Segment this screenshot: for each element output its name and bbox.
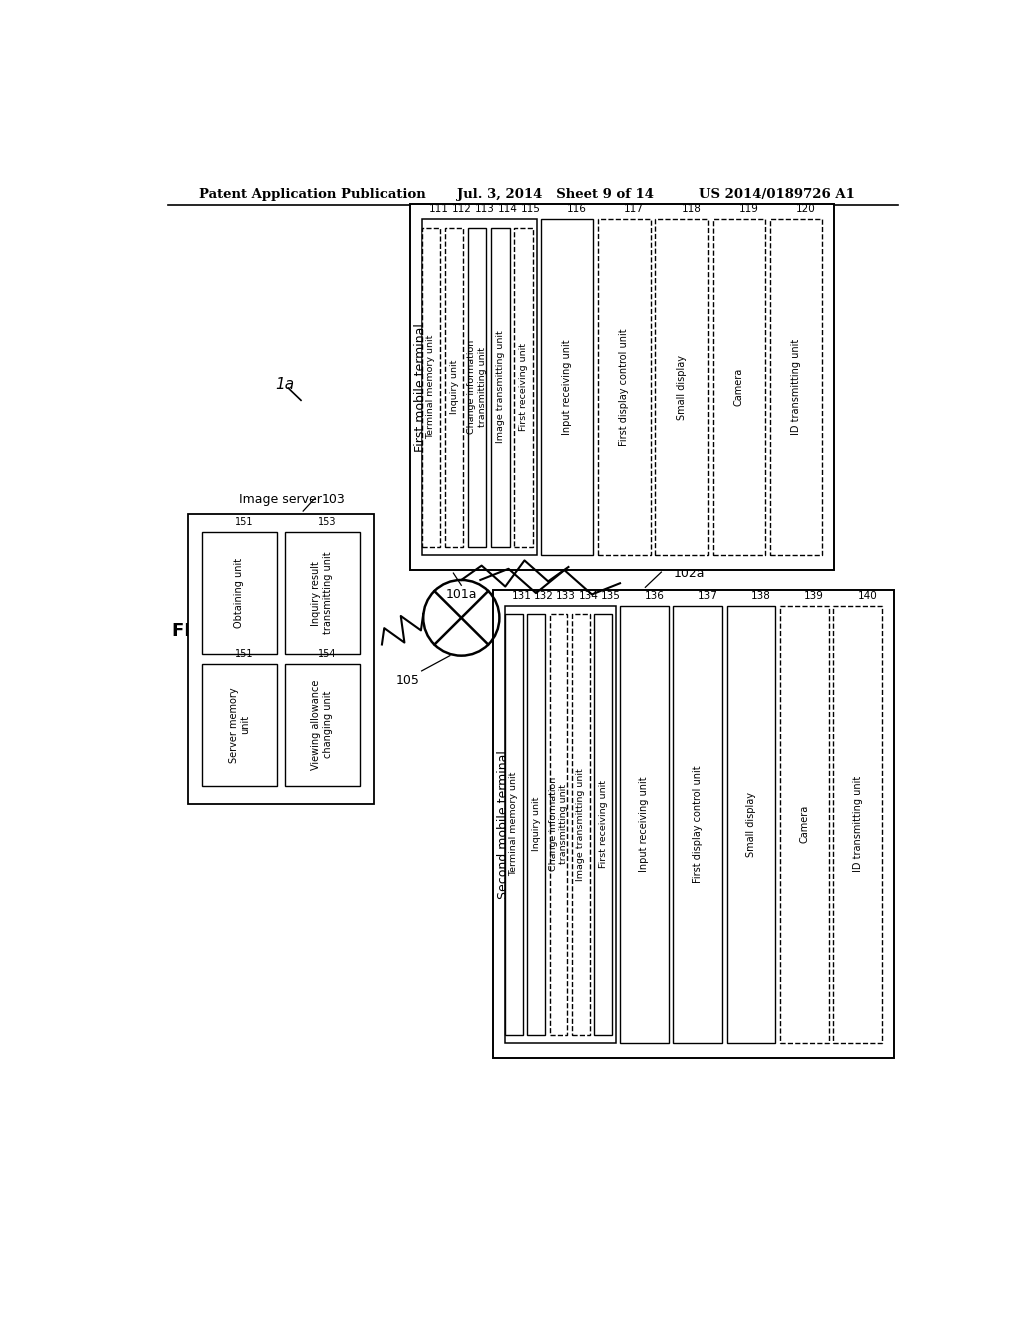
Text: 1a: 1a [274, 376, 294, 392]
Text: 113: 113 [475, 205, 495, 214]
Text: Obtaining unit: Obtaining unit [234, 558, 245, 628]
Text: 102a: 102a [674, 568, 705, 581]
Bar [527, 614, 545, 1035]
Bar [713, 219, 765, 554]
Text: Viewing allowance
changing unit: Viewing allowance changing unit [311, 680, 333, 770]
Text: 138: 138 [751, 590, 771, 601]
Text: First receiving unit: First receiving unit [599, 780, 608, 869]
Text: Terminal memory unit: Terminal memory unit [426, 335, 435, 440]
Text: 116: 116 [567, 205, 587, 214]
Bar [187, 515, 374, 804]
Text: Inquiry result
transmitting unit: Inquiry result transmitting unit [311, 552, 333, 635]
Bar [620, 606, 669, 1043]
Text: 154: 154 [318, 649, 337, 659]
Text: 114: 114 [498, 205, 518, 214]
Text: 139: 139 [804, 590, 824, 601]
Text: Camera: Camera [800, 805, 809, 843]
Text: 153: 153 [318, 517, 337, 528]
Text: Jul. 3, 2014   Sheet 9 of 14: Jul. 3, 2014 Sheet 9 of 14 [458, 187, 654, 201]
Bar [285, 532, 359, 653]
Text: Inquiry unit: Inquiry unit [531, 797, 541, 851]
Bar [422, 227, 440, 546]
Bar [770, 219, 822, 554]
Bar [674, 606, 722, 1043]
Text: 105: 105 [395, 675, 419, 686]
Bar [202, 532, 276, 653]
Text: FIG. 9: FIG. 9 [172, 622, 231, 640]
Text: 136: 136 [644, 590, 665, 601]
Text: Inquiry unit: Inquiry unit [450, 360, 459, 414]
Text: 134: 134 [579, 590, 598, 601]
Bar [505, 606, 616, 1043]
Text: US 2014/0189726 A1: US 2014/0189726 A1 [699, 187, 855, 201]
Bar [202, 664, 276, 785]
Bar [410, 205, 835, 570]
Text: Camera: Camera [734, 368, 743, 407]
Text: Small display: Small display [745, 792, 756, 857]
Text: Input receiving unit: Input receiving unit [639, 776, 649, 873]
Bar [780, 606, 828, 1043]
Text: 111: 111 [428, 205, 449, 214]
Text: Change information
transmitting unit: Change information transmitting unit [468, 341, 486, 434]
Text: ID transmitting unit: ID transmitting unit [853, 776, 862, 873]
Bar [727, 606, 775, 1043]
Bar [444, 227, 463, 546]
Bar [505, 614, 522, 1035]
Text: 140: 140 [858, 590, 878, 601]
Bar [514, 227, 532, 546]
Text: First display control unit: First display control unit [620, 329, 629, 446]
Text: Input receiving unit: Input receiving unit [562, 339, 572, 434]
Text: Second mobile terminal: Second mobile terminal [497, 750, 510, 899]
Bar [655, 219, 708, 554]
Bar [834, 606, 882, 1043]
Bar [468, 227, 486, 546]
Text: Patent Application Publication: Patent Application Publication [200, 187, 426, 201]
Bar [494, 590, 894, 1057]
Text: 101a: 101a [445, 589, 477, 602]
Text: 118: 118 [682, 205, 701, 214]
Bar [550, 614, 567, 1035]
Text: First receiving unit: First receiving unit [519, 343, 528, 432]
Text: First mobile terminal: First mobile terminal [414, 322, 427, 451]
Bar [492, 227, 510, 546]
Bar [285, 664, 359, 785]
Text: Change information
transmitting unit: Change information transmitting unit [549, 777, 568, 871]
Text: Small display: Small display [677, 355, 686, 420]
Text: 103: 103 [322, 492, 345, 506]
Text: 131: 131 [511, 590, 531, 601]
Text: 135: 135 [601, 590, 621, 601]
Text: 112: 112 [452, 205, 471, 214]
Bar [595, 614, 612, 1035]
Text: 119: 119 [739, 205, 759, 214]
Text: 151: 151 [236, 649, 254, 659]
Bar [572, 614, 590, 1035]
Text: ID transmitting unit: ID transmitting unit [792, 339, 801, 436]
Text: Image transmitting unit: Image transmitting unit [496, 331, 505, 444]
Text: 132: 132 [534, 590, 554, 601]
Text: 137: 137 [697, 590, 718, 601]
Text: 117: 117 [625, 205, 644, 214]
Text: Image transmitting unit: Image transmitting unit [577, 768, 586, 880]
Text: Image server: Image server [240, 492, 323, 506]
Text: 151: 151 [236, 517, 254, 528]
Bar [422, 219, 537, 554]
Text: Server memory
unit: Server memory unit [228, 686, 250, 763]
Bar [598, 219, 650, 554]
Text: First display control unit: First display control unit [692, 766, 702, 883]
Text: 133: 133 [556, 590, 577, 601]
Text: Terminal memory unit: Terminal memory unit [509, 772, 518, 876]
Text: 115: 115 [521, 205, 541, 214]
Bar [541, 219, 593, 554]
Text: 120: 120 [796, 205, 816, 214]
